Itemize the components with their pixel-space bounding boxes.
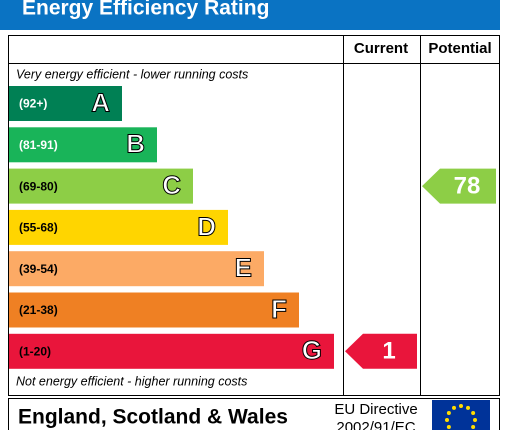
footer-region: England, Scotland & Wales bbox=[18, 406, 288, 429]
title-bar bbox=[0, 0, 500, 30]
flag-star bbox=[446, 411, 451, 415]
title: Energy Efficiency Rating bbox=[22, 0, 269, 20]
flag-star bbox=[445, 418, 449, 422]
footer-directive: EU Directive bbox=[334, 401, 417, 418]
column-header: Current bbox=[354, 40, 408, 57]
table-frame bbox=[8, 35, 500, 396]
flag-star bbox=[471, 425, 476, 429]
flag-star bbox=[473, 418, 477, 422]
footer-directive: 2002/91/EC bbox=[336, 419, 415, 430]
rating-value: 78 bbox=[454, 172, 481, 199]
flag-star bbox=[466, 405, 470, 410]
band-range: (39-54) bbox=[19, 262, 58, 276]
band-letter: B bbox=[126, 129, 145, 159]
eu-flag bbox=[432, 400, 490, 435]
band-range: (55-68) bbox=[19, 221, 58, 235]
flag-star bbox=[452, 405, 456, 410]
band-letter: D bbox=[197, 211, 216, 241]
band-bar bbox=[9, 86, 122, 121]
flag-star bbox=[446, 425, 451, 429]
flag-star bbox=[471, 411, 476, 415]
band-bar bbox=[9, 127, 157, 163]
band-letter: G bbox=[302, 335, 322, 365]
flag-star bbox=[459, 404, 463, 408]
band-range: (81-91) bbox=[19, 138, 58, 152]
top-note: Very energy efficient - lower running co… bbox=[16, 67, 248, 81]
band-range: (1-20) bbox=[19, 344, 51, 358]
rating-arrow bbox=[345, 333, 417, 369]
band-bar bbox=[9, 251, 264, 287]
band-bar bbox=[9, 292, 299, 328]
band-bar bbox=[9, 168, 193, 204]
rating-value: 1 bbox=[382, 338, 395, 365]
rating-arrow bbox=[422, 168, 496, 204]
footer-frame bbox=[8, 398, 500, 435]
band-bar bbox=[9, 333, 334, 369]
column-header: Potential bbox=[428, 40, 491, 57]
band-letter: A bbox=[91, 87, 110, 117]
band-range: (21-38) bbox=[19, 303, 58, 317]
band-letter: E bbox=[235, 253, 252, 283]
band-range: (92+) bbox=[19, 97, 47, 111]
band-bar bbox=[9, 209, 228, 245]
band-letter: C bbox=[162, 170, 181, 200]
band-range: (69-80) bbox=[19, 179, 58, 193]
band-letter: F bbox=[271, 294, 287, 324]
bottom-note: Not energy efficient - higher running co… bbox=[16, 374, 247, 388]
